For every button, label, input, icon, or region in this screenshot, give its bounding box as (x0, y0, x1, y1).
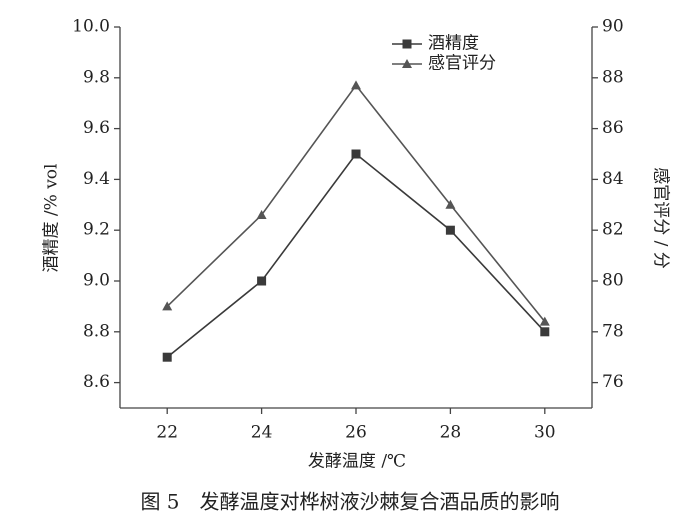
y-tick-label: 9.0 (83, 271, 110, 291)
x-tick-label: 30 (534, 423, 556, 443)
x-axis-label: 发酵温度 /℃ (308, 452, 406, 472)
y-tick-label: 9.2 (83, 220, 110, 240)
x-tick-label: 22 (156, 423, 178, 443)
marker (539, 316, 550, 326)
legend-marker (402, 59, 412, 68)
y-tick-label: 9.4 (83, 169, 110, 189)
y2-axis-label: 感官评分 / 分 (651, 167, 671, 269)
marker (351, 80, 361, 90)
y-tick-label: 9.8 (83, 67, 110, 87)
marker (445, 199, 456, 209)
y2-tick-label: 76 (602, 372, 624, 392)
legend-label: 感官评分 (428, 54, 496, 74)
y-tick-label: 9.6 (83, 118, 110, 138)
x-tick-label: 24 (251, 423, 273, 443)
y2-tick-label: 90 (602, 17, 624, 37)
y-tick-label: 8.6 (83, 372, 110, 392)
marker (445, 225, 455, 235)
y2-tick-label: 88 (602, 67, 624, 87)
legend-marker (402, 39, 412, 49)
marker (162, 352, 172, 362)
y-tick-label: 8.8 (83, 321, 110, 341)
x-tick-label: 26 (345, 423, 367, 443)
marker (257, 276, 267, 286)
y2-tick-label: 78 (602, 321, 624, 341)
x-tick-label: 28 (440, 423, 462, 443)
series-line (166, 152, 546, 358)
series-line (166, 84, 546, 323)
marker (540, 327, 550, 337)
y-tick-label: 10.0 (72, 17, 110, 37)
y2-tick-label: 80 (602, 271, 624, 291)
y2-tick-label: 82 (602, 220, 624, 240)
legend-label: 酒精度 (428, 34, 479, 54)
marker (351, 149, 361, 159)
marker (162, 301, 173, 311)
caption: 图 5 发酵温度对桦树液沙棘复合酒品质的影响 (140, 490, 559, 514)
marker (256, 209, 267, 219)
y-axis-label: 酒精度 /% vol (42, 164, 62, 273)
y2-tick-label: 84 (602, 169, 624, 189)
y2-tick-label: 86 (602, 118, 624, 138)
